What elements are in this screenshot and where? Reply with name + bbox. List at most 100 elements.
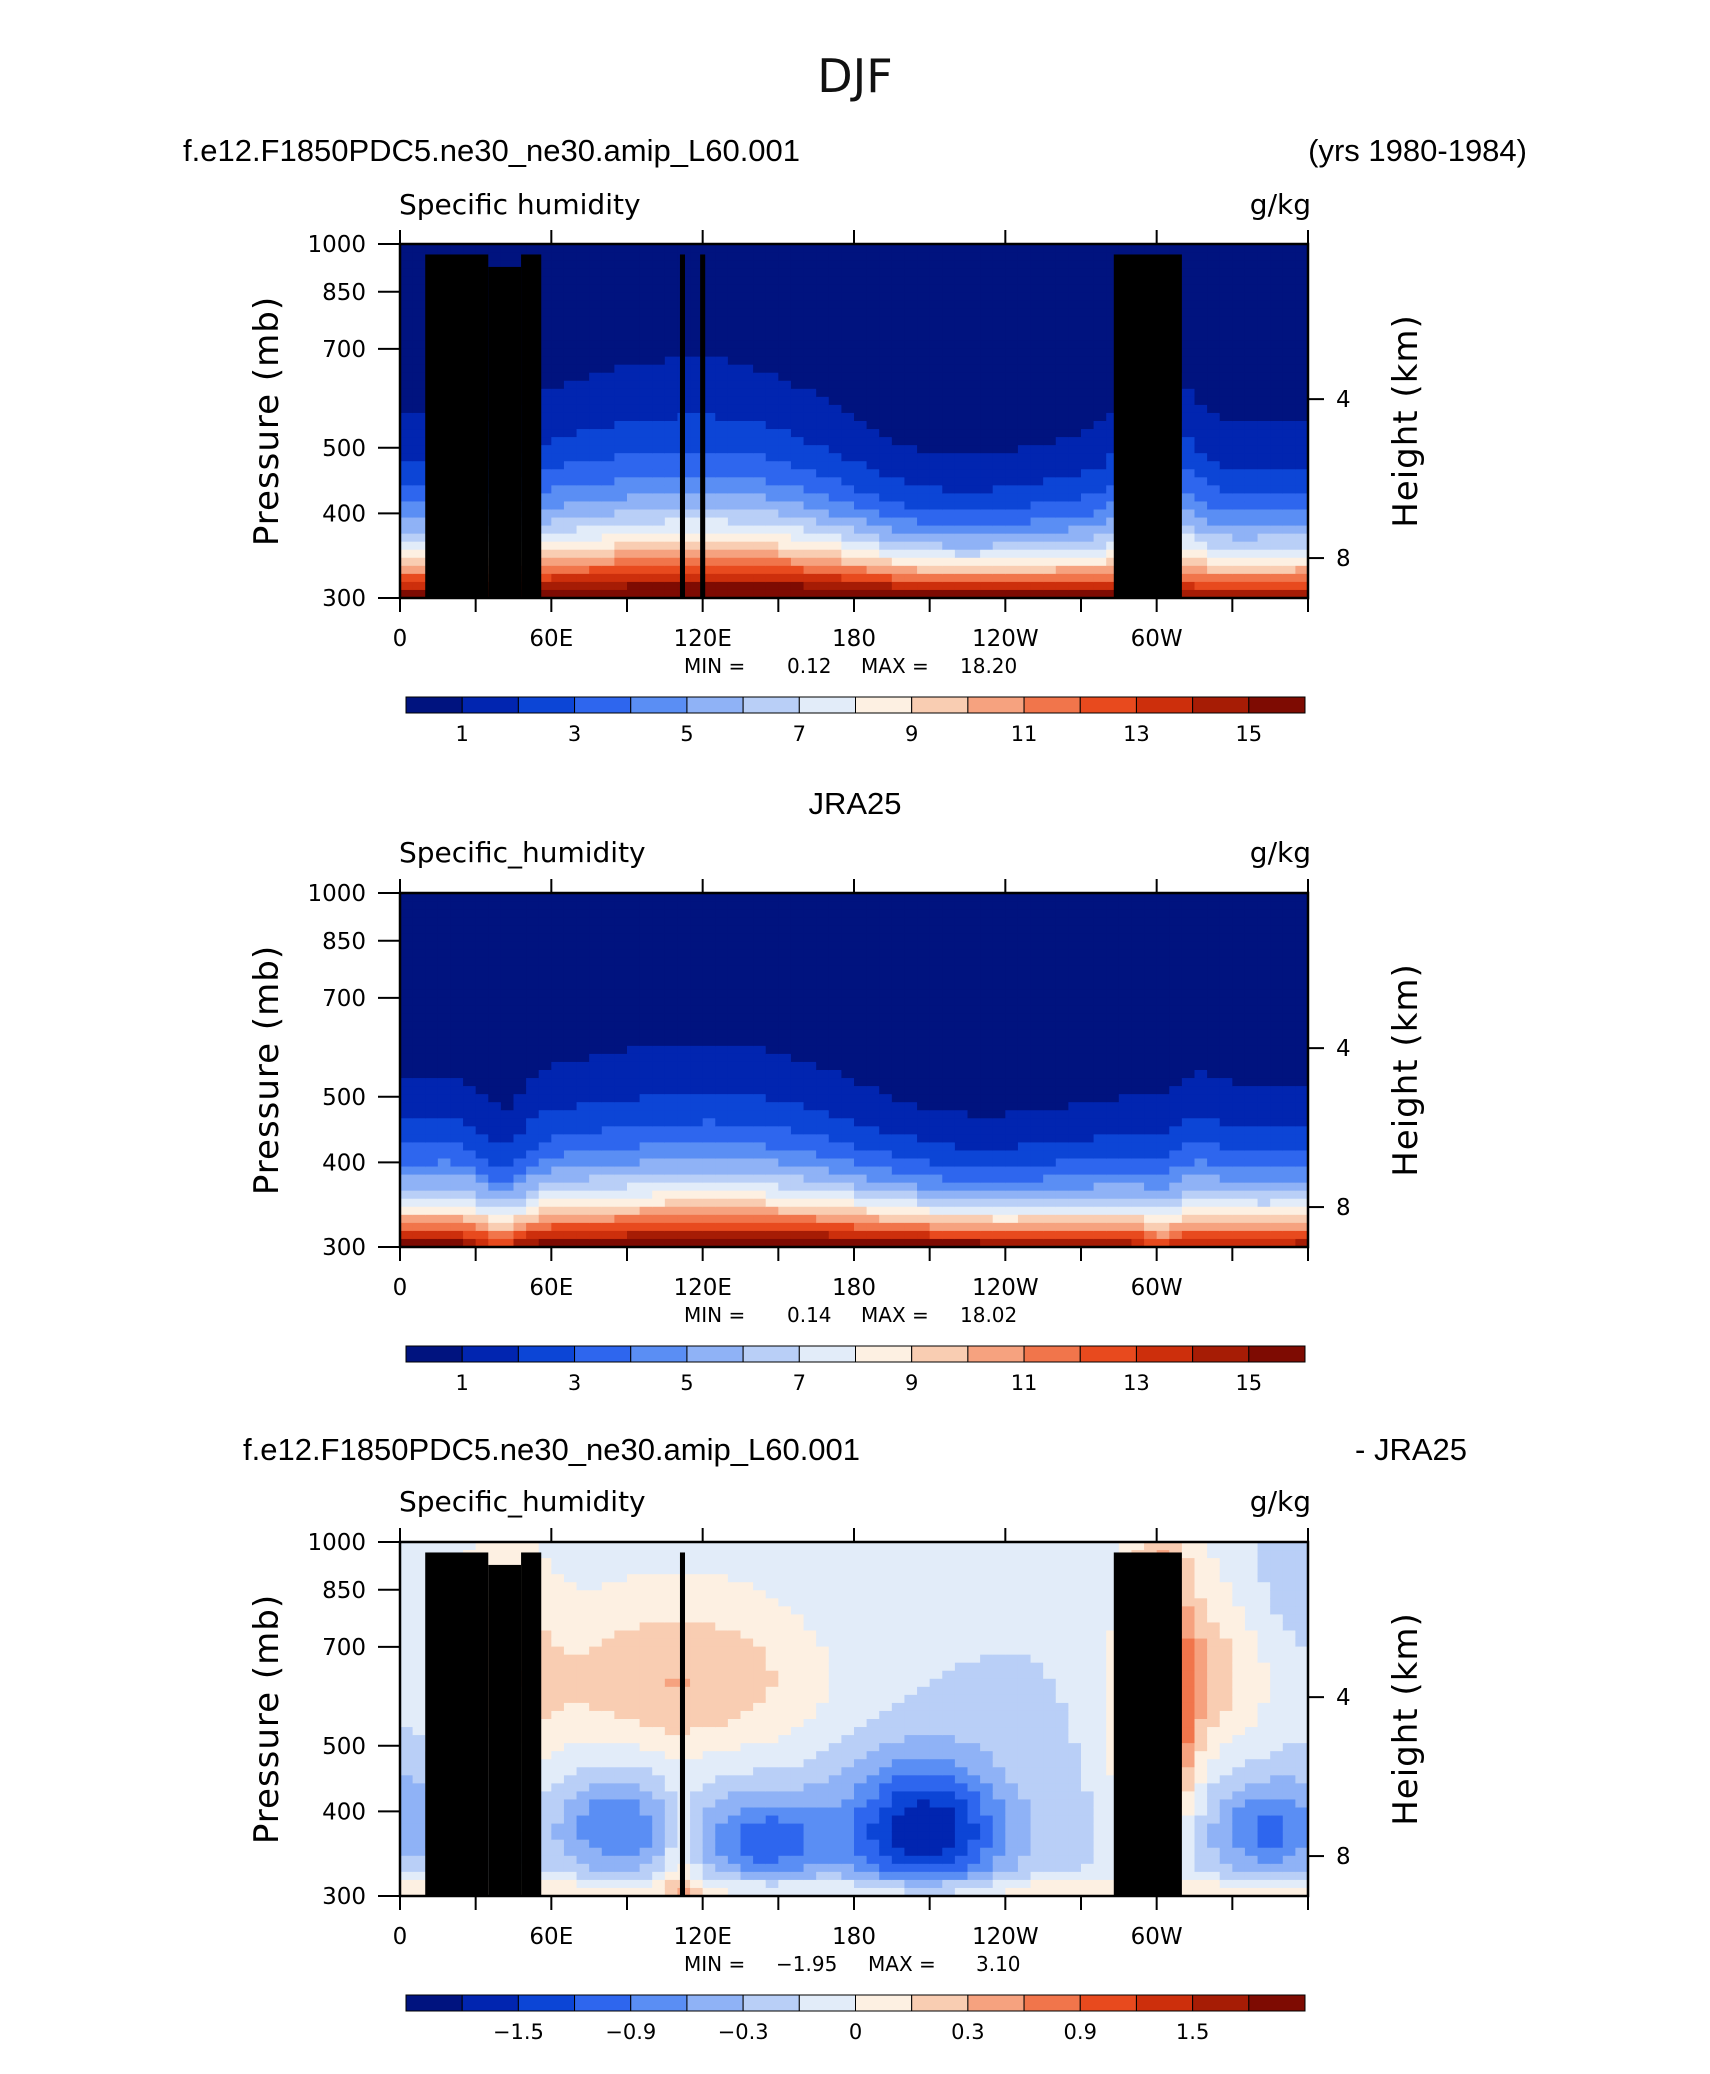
heatmap-cell: [727, 525, 742, 535]
heatmap-cell: [1257, 541, 1271, 551]
heatmap-cell: [463, 965, 477, 975]
heatmap-cell: [538, 396, 552, 406]
heatmap-cell: [1232, 348, 1246, 358]
heatmap-cell: [1257, 380, 1271, 390]
heatmap-cell: [475, 1070, 489, 1079]
heatmap-cell: [563, 1214, 578, 1224]
heatmap-cell: [639, 909, 653, 918]
heatmap-cell: [526, 997, 540, 1007]
heatmap-cell: [740, 1150, 754, 1160]
heatmap-cell: [879, 933, 893, 942]
heatmap-cell: [727, 965, 742, 975]
heatmap-cell: [1219, 244, 1233, 253]
heatmap-cell: [1270, 461, 1284, 470]
heatmap-cell: [412, 292, 426, 301]
heatmap-cell: [664, 1166, 679, 1176]
heatmap-cell: [1068, 517, 1082, 527]
x-tick-label: 180: [832, 626, 876, 652]
heatmap-cell: [437, 1230, 452, 1240]
colorbar-swatch: [1023, 696, 1081, 714]
heatmap-cell: [589, 517, 603, 527]
heatmap-cell: [488, 949, 502, 958]
heatmap-cell: [891, 501, 906, 511]
heatmap-cell: [627, 300, 641, 309]
heatmap-cell: [412, 412, 426, 422]
heatmap-cell: [576, 1053, 590, 1063]
heatmap-cell: [866, 581, 880, 591]
heatmap-cell: [1030, 477, 1044, 486]
heatmap-cell: [942, 292, 956, 301]
heatmap-cell: [841, 1070, 855, 1079]
heatmap-cell: [765, 292, 779, 301]
heatmap-cell: [1219, 348, 1233, 358]
heatmap-cell: [614, 1174, 628, 1184]
heatmap-cell: [1081, 412, 1095, 422]
land-mask: [700, 254, 706, 598]
heatmap-cell: [803, 525, 817, 535]
heatmap-cell: [1232, 437, 1246, 446]
y-tick-label: 1000: [307, 232, 366, 258]
heatmap-cell: [765, 421, 779, 430]
heatmap-cell: [765, 525, 779, 535]
heatmap-cell: [715, 445, 729, 454]
heatmap-cell: [1282, 429, 1296, 438]
heatmap-cell: [917, 437, 931, 446]
y-tick-label: 850: [322, 280, 366, 306]
heatmap-cell: [412, 541, 426, 551]
heatmap-cell: [1030, 445, 1044, 454]
heatmap-cell: [879, 404, 893, 414]
heatmap-cell: [753, 340, 767, 350]
heatmap-cell: [841, 1126, 855, 1135]
heatmap-cell: [1207, 469, 1221, 478]
heatmap-cell: [627, 340, 641, 350]
heatmap-cell: [1043, 356, 1057, 366]
heatmap-cell: [1295, 372, 1309, 382]
heatmap-cell: [1068, 316, 1082, 326]
heatmap-cell: [500, 1102, 515, 1111]
heatmap-cell: [702, 981, 716, 991]
heatmap-cell: [425, 1029, 439, 1039]
heatmap-cell: [841, 901, 855, 910]
heatmap-cell: [866, 917, 880, 926]
heatmap-cell: [1081, 308, 1095, 318]
heatmap-cell: [917, 565, 931, 575]
heatmap-cell: [980, 477, 994, 486]
heatmap-cell: [412, 581, 426, 591]
heatmap-cell: [942, 501, 956, 511]
heatmap-cell: [639, 260, 653, 269]
heatmap-cell: [589, 348, 603, 358]
heatmap-cell: [854, 348, 868, 358]
heatmap-cell: [891, 1013, 906, 1023]
heatmap-cell: [576, 549, 590, 559]
heatmap-cell: [778, 477, 792, 486]
heatmap-cell: [1232, 469, 1246, 478]
heatmap-cell: [551, 300, 565, 309]
heatmap-cell: [664, 1222, 679, 1232]
heatmap-cell: [1005, 589, 1019, 599]
heatmap-cell: [715, 388, 729, 398]
heatmap-cell: [1295, 493, 1309, 503]
heatmap-cell: [538, 925, 552, 934]
heatmap-cell: [437, 1174, 452, 1184]
heatmap-cell: [866, 477, 880, 486]
heatmap-cell: [753, 1021, 767, 1031]
heatmap-cell: [1005, 477, 1019, 486]
heatmap-cell: [929, 501, 943, 511]
heatmap-cell: [917, 445, 931, 454]
heatmap-cell: [866, 388, 880, 398]
heatmap-cell: [500, 260, 515, 269]
heatmap-cell: [614, 252, 628, 261]
heatmap-cell: [639, 404, 653, 414]
heatmap-cell: [589, 276, 603, 285]
heatmap-cell: [1005, 429, 1019, 438]
heatmap-cell: [437, 244, 452, 253]
heatmap-cell: [1081, 276, 1095, 285]
heatmap-cell: [866, 404, 880, 414]
heatmap-cell: [475, 1158, 489, 1168]
heatmap-cell: [677, 925, 691, 934]
heatmap-cell: [828, 453, 842, 462]
heatmap-cell: [563, 485, 578, 495]
heatmap-cell: [841, 981, 855, 991]
heatmap-cell: [652, 268, 666, 277]
heatmap-cell: [841, 1214, 855, 1224]
